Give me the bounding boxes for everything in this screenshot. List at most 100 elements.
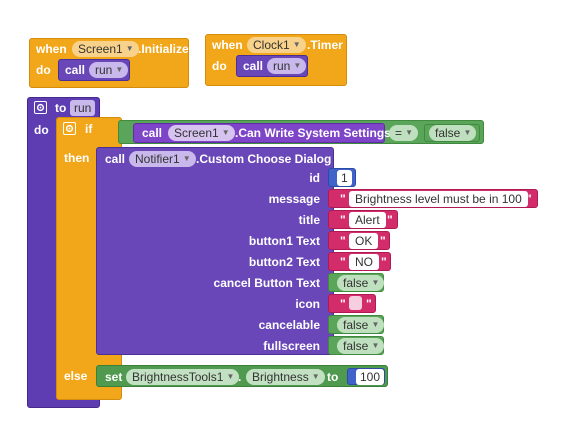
event-block-clock1-timer[interactable]: when Clock1 ▼ .Timer do call run ▼	[205, 34, 347, 86]
event-block-screen1-initialize[interactable]: when Screen1 ▼ .Initialize do call run ▼	[29, 38, 189, 88]
number-block-id[interactable]: 1	[328, 168, 356, 187]
open-quote: "	[340, 213, 346, 227]
event-name: .Timer	[307, 38, 343, 52]
chevron-down-icon: ▼	[125, 44, 134, 53]
to-label: to	[327, 370, 339, 384]
chevron-down-icon: ▼	[371, 320, 380, 329]
close-quote: "	[380, 234, 386, 248]
call-label: call	[142, 126, 163, 140]
method-name: .Can Write System Settings	[235, 126, 391, 140]
dot-separator: .	[238, 370, 242, 384]
method-name: .Custom Choose Dialog	[196, 152, 332, 166]
param-label-cancelable: cancelable	[258, 318, 320, 332]
param-label-title: title	[298, 213, 320, 227]
number-block-brightness[interactable]: 100	[347, 368, 385, 385]
close-quote: "	[381, 255, 387, 269]
text-block-message[interactable]: " Brightness level must be in 100 "	[328, 189, 538, 208]
chevron-down-icon: ▼	[463, 128, 472, 137]
event-name: .Initialize	[138, 42, 189, 56]
text-block-button1[interactable]: " OK "	[328, 231, 390, 250]
false-logic-block[interactable]: false ▼	[424, 124, 480, 142]
when-label: when	[212, 38, 243, 52]
if-label: if	[85, 122, 93, 136]
procedure-name-field[interactable]: run	[70, 100, 96, 116]
param-label-fullscreen: fullscreen	[263, 339, 320, 353]
boolean-dropdown-false[interactable]: false ▼	[337, 317, 385, 333]
procedure-name: run	[95, 63, 113, 77]
logic-compare-block[interactable]: call Screen1 ▼ .Can Write System Setting…	[118, 120, 484, 144]
logic-block-cancel-button-text[interactable]: false ▼	[328, 273, 385, 292]
text-block-icon[interactable]: " "	[328, 294, 376, 313]
param-label-button2-text: button2 Text	[248, 255, 320, 269]
number-field[interactable]: 100	[356, 369, 385, 385]
do-label: do	[212, 59, 227, 73]
call-label: call	[105, 152, 126, 166]
boolean-dropdown-false[interactable]: false ▼	[429, 125, 477, 141]
when-label: when	[36, 42, 67, 56]
text-block-button2[interactable]: " NO "	[328, 252, 391, 271]
component-name: BrightnessTools1	[132, 370, 224, 384]
open-quote: "	[340, 192, 346, 206]
close-quote: "	[387, 213, 393, 227]
text-field-button2[interactable]: NO	[349, 254, 379, 270]
text-field-message[interactable]: Brightness level must be in 100	[349, 191, 528, 207]
chevron-down-icon: ▼	[311, 372, 320, 381]
call-label: call	[65, 63, 86, 77]
gear-icon[interactable]	[34, 101, 47, 114]
logic-block-fullscreen[interactable]: false ▼	[328, 336, 385, 355]
procedure-name: run	[273, 59, 291, 73]
number-field[interactable]: 1	[337, 170, 352, 186]
component-dropdown-brightnesstools1[interactable]: BrightnessTools1 ▼	[126, 369, 240, 385]
text-field-title[interactable]: Alert	[349, 212, 386, 228]
property-dropdown-brightness[interactable]: Brightness ▼	[246, 369, 325, 385]
chevron-down-icon: ▼	[292, 40, 301, 49]
chevron-down-icon: ▼	[226, 372, 235, 381]
do-label: do	[36, 63, 51, 77]
logic-block-cancelable[interactable]: false ▼	[328, 315, 385, 334]
boolean-value: false	[343, 318, 369, 332]
text-block-title[interactable]: " Alert "	[328, 210, 398, 229]
chevron-down-icon: ▼	[405, 128, 414, 137]
custom-choose-dialog-block[interactable]: call Notifier1 ▼ .Custom Choose Dialog	[96, 147, 334, 355]
call-run-block[interactable]: call run ▼	[236, 55, 308, 77]
do-label: do	[34, 123, 49, 137]
operator-dropdown-equals[interactable]: = ▼	[389, 125, 419, 141]
to-label: to	[55, 101, 67, 115]
text-field-button1[interactable]: OK	[349, 233, 379, 249]
set-label: set	[105, 370, 123, 384]
component-name: Notifier1	[135, 152, 180, 166]
procedure-dropdown-run[interactable]: run ▼	[267, 58, 307, 74]
param-label-message: message	[268, 192, 320, 206]
open-quote: "	[340, 255, 346, 269]
operator-value: =	[395, 126, 403, 140]
boolean-value: false	[435, 126, 461, 140]
close-quote: "	[526, 192, 532, 206]
set-brightness-block[interactable]: set BrightnessTools1 ▼ . Brightness ▼ to…	[96, 365, 388, 387]
else-label: else	[64, 369, 88, 383]
param-label-icon: icon	[295, 297, 320, 311]
can-write-system-settings-call[interactable]: call Screen1 ▼ .Can Write System Setting…	[133, 123, 391, 143]
chevron-down-icon: ▼	[182, 154, 191, 163]
component-dropdown-clock1[interactable]: Clock1 ▼	[247, 37, 306, 53]
open-quote: "	[340, 234, 346, 248]
component-dropdown-screen1[interactable]: Screen1 ▼	[168, 125, 235, 141]
procedure-dropdown-run[interactable]: run ▼	[89, 62, 129, 78]
chevron-down-icon: ▼	[115, 65, 124, 74]
component-dropdown-notifier1[interactable]: Notifier1 ▼	[129, 151, 196, 167]
component-name: Clock1	[253, 38, 290, 52]
call-run-block[interactable]: call run ▼	[58, 59, 130, 81]
boolean-value: false	[343, 339, 369, 353]
boolean-dropdown-false[interactable]: false ▼	[337, 275, 385, 291]
boolean-value: false	[343, 276, 369, 290]
component-dropdown-screen1[interactable]: Screen1 ▼	[72, 41, 139, 57]
gear-icon[interactable]	[63, 122, 76, 135]
call-label: call	[243, 59, 264, 73]
chevron-down-icon: ▼	[293, 61, 302, 70]
param-label-button1-text: button1 Text	[248, 234, 320, 248]
text-field-icon[interactable]	[349, 296, 362, 310]
then-label: then	[64, 151, 90, 165]
boolean-dropdown-false[interactable]: false ▼	[337, 338, 385, 354]
param-label-cancel-button-text: cancel Button Text	[213, 276, 320, 290]
chevron-down-icon: ▼	[221, 128, 230, 137]
component-name: Screen1	[78, 42, 123, 56]
